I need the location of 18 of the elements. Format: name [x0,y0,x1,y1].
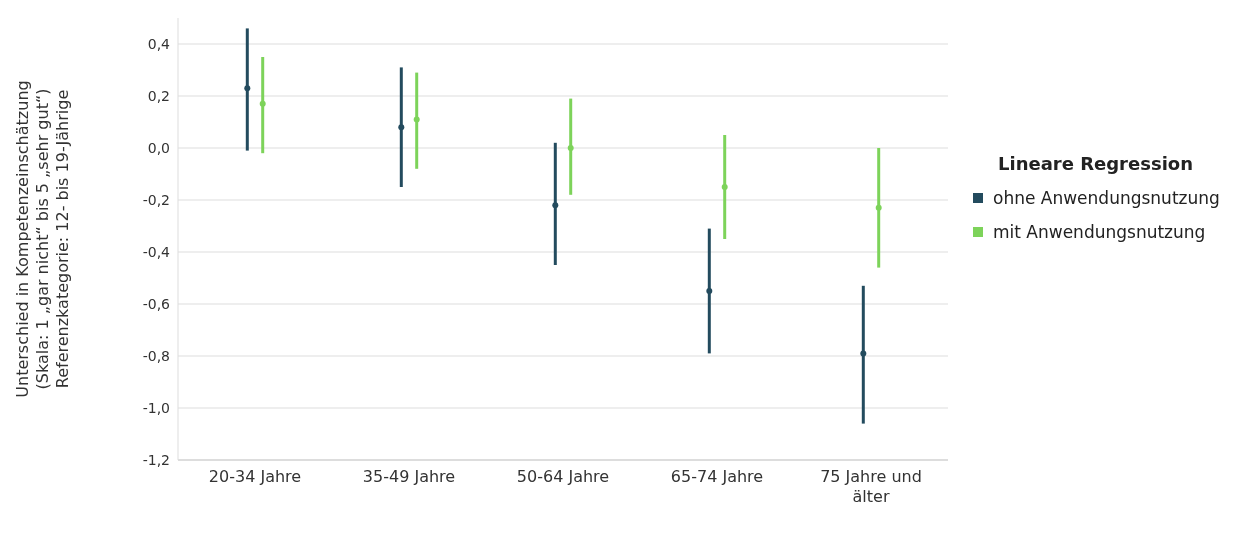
y-tick-label: 0,4 [147,35,171,52]
y-axis-title: Unterschied in Kompetenzeinschätzung (Skala: 1 „gar nicht“ bis 5 „sehr gut“) Referenzkategorie: 12- bis 19-Jährige [13,80,72,398]
legend-label: mit Anwendungsnutzung [993,222,1206,242]
y-tick-label: -0,8 [142,347,170,364]
y-tick-label: -0,2 [142,191,170,208]
x-tick-label: 65-74 Jahre [670,467,764,486]
y-tick-label: -1,0 [142,399,170,416]
y-tick-label: -1,2 [142,451,170,468]
y-tick-label: 0,0 [147,139,170,156]
y-tick-label: -0,4 [142,243,171,260]
y-tick-label: 0,2 [147,87,170,104]
legend-title: Lineare Regression [998,153,1194,174]
legend-label: ohne Anwendungsnutzung [993,188,1220,208]
x-tick-label: 75 Jahre und älter [820,467,922,506]
y-tick-label: -0,6 [142,295,171,312]
x-tick-label: 35-49 Jahre [362,467,456,486]
x-tick-label: 20-34 Jahre [208,467,302,486]
x-tick-label: 50-64 Jahre [516,467,610,486]
